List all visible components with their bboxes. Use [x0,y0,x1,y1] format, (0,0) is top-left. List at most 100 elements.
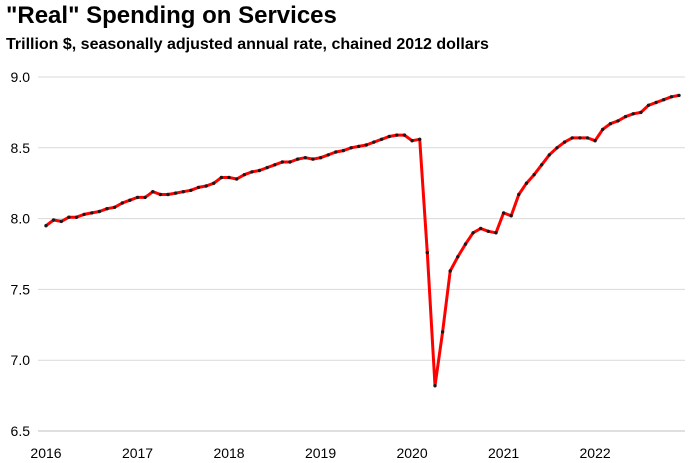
data-point [219,175,224,180]
data-point [608,122,613,126]
series-layer [44,93,681,388]
data-point [372,140,376,144]
data-point [578,136,582,140]
x-tick-label: 2020 [396,445,427,461]
data-point [463,242,468,246]
data-point [616,119,620,123]
data-point [601,127,605,132]
data-point [494,231,498,235]
data-point [51,218,56,222]
data-point [402,133,407,137]
data-point [120,201,125,205]
data-point [562,140,567,144]
x-tick-label: 2016 [30,445,61,461]
data-point [479,226,483,231]
data-point [585,136,590,140]
data-point [387,134,391,139]
data-point [547,153,551,157]
x-axis: 2016 2017 2018 2019 2020 2021 2022 [30,445,610,461]
data-point [151,190,155,194]
data-point [135,195,140,200]
series-line [45,93,680,388]
data-point [440,330,445,334]
data-point [196,185,201,190]
data-point [44,224,48,228]
data-point [341,148,346,153]
data-point [273,163,277,167]
data-point [82,212,86,217]
data-point [288,160,292,164]
data-point [227,175,231,180]
data-point [425,250,429,255]
x-tick-label: 2017 [122,445,153,461]
data-point [639,110,643,115]
data-point [433,384,437,388]
data-point [570,136,574,140]
data-point [501,211,506,215]
data-point [349,146,353,150]
x-tick-label: 2021 [488,445,519,461]
data-point [250,170,254,174]
chart-subtitle: Trillion $, seasonally adjusted annual r… [6,36,489,53]
data-point [623,114,628,119]
data-point [486,229,490,233]
y-tick-label: 8.0 [11,211,31,227]
chart-title: "Real" Spending on Services [6,2,337,29]
data-point [105,207,109,211]
data-point [593,139,597,143]
gridlines [38,76,685,432]
data-point [395,133,399,137]
y-tick-label: 6.5 [11,423,31,439]
data-point [311,157,315,161]
data-point [128,198,132,202]
data-point [235,177,239,181]
data-point [364,143,368,147]
data-point [532,173,536,177]
y-tick-label: 9.0 [11,69,31,85]
data-point [631,112,635,116]
data-point [646,103,651,108]
data-point [410,139,414,143]
data-point [189,188,193,192]
data-point [67,215,71,219]
data-point [74,215,79,219]
data-point [471,231,475,235]
y-tick-label: 7.5 [11,281,31,297]
data-point [97,209,102,214]
data-point [212,181,216,185]
data-point [59,219,63,224]
data-point [334,150,338,154]
x-tick-label: 2022 [580,445,611,461]
data-point [669,95,674,99]
data-point [303,156,307,160]
data-point [265,165,269,170]
data-point [357,144,361,149]
data-point [280,160,285,164]
data-point [318,156,323,160]
data-point [654,100,658,105]
data-point [296,157,300,161]
y-tick-label: 7.0 [11,352,31,368]
x-tick-label: 2019 [305,445,336,461]
y-axis: 9.0 8.5 8.0 7.5 7.0 6.5 [11,69,31,439]
data-point [181,190,185,194]
data-point [448,269,452,273]
data-point [517,192,521,197]
x-tick-label: 2018 [213,445,244,461]
data-point [555,146,559,150]
data-point [326,153,330,157]
data-point [540,163,544,167]
data-point [257,168,262,173]
data-point [418,137,422,141]
data-point [174,191,178,195]
data-point [662,98,666,102]
y-tick-label: 8.5 [11,140,31,156]
data-point [524,181,529,185]
data-point [158,192,163,197]
data-point [143,195,147,200]
data-point [379,137,384,141]
data-point [677,93,681,98]
data-point [112,205,117,209]
data-point [90,211,94,215]
